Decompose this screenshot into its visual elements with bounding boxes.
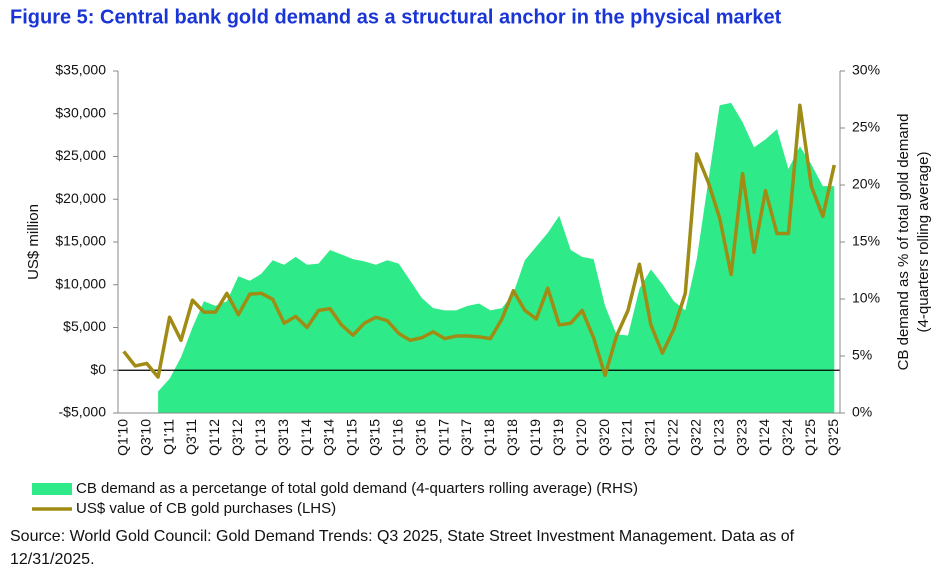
x-tick-label: Q3'22 xyxy=(687,419,703,456)
y2-tick-label: 5% xyxy=(852,347,872,363)
line xyxy=(122,103,836,379)
x-tick-label: Q3'12 xyxy=(229,419,245,456)
x-tick-label: Q1'18 xyxy=(481,419,497,456)
x-tick-label: Q1'24 xyxy=(756,419,772,456)
x-tick-label: Q3'24 xyxy=(779,419,795,456)
x-tick-label: Q1'21 xyxy=(619,419,635,456)
y-tick-label: $20,000 xyxy=(55,190,106,206)
y2-tick-label: 25% xyxy=(852,119,880,135)
x-tick-label: Q3'25 xyxy=(825,419,841,456)
x-tick-label: Q1'17 xyxy=(435,419,451,456)
y-axis-label: US$ million xyxy=(25,204,42,280)
chart-title: Figure 5: Central bank gold demand as a … xyxy=(10,6,782,28)
x-tick-label: Q1'14 xyxy=(298,419,314,456)
x-tick-label: Q3'23 xyxy=(733,419,749,456)
legend-label: CB demand as a percetange of total gold … xyxy=(76,480,638,497)
x-tick-label: Q1'15 xyxy=(344,419,360,456)
x-tick-label: Q3'21 xyxy=(642,419,658,456)
legend-swatch xyxy=(32,483,72,495)
x-tick-label: Q1'13 xyxy=(252,419,268,456)
x-tick-label: Q1'12 xyxy=(206,419,222,456)
x-tick-label: Q1'11 xyxy=(160,419,176,455)
y2-axis-label: (4-quarters rolling average) xyxy=(915,152,932,333)
legend-label: US$ value of CB gold purchases (LHS) xyxy=(76,500,336,517)
y-tick-label: $15,000 xyxy=(55,233,106,249)
y2-tick-label: 15% xyxy=(852,233,880,249)
area xyxy=(158,102,835,414)
y2-tick-label: 20% xyxy=(852,176,880,192)
y2-axis-label: CB demand as % of total gold demand xyxy=(895,114,912,371)
y2-tick-label: 10% xyxy=(852,290,880,306)
x-tick-label: Q1'10 xyxy=(114,419,130,456)
x-tick-label: Q3'19 xyxy=(550,419,566,456)
y2-tick-label: 0% xyxy=(852,404,872,420)
y-tick-label: $5,000 xyxy=(63,318,106,334)
x-tick-label: Q1'23 xyxy=(710,419,726,456)
source-note: Source: World Gold Council: Gold Demand … xyxy=(10,528,795,568)
x-tick-label: Q3'11 xyxy=(183,419,199,455)
x-tick-label: Q1'20 xyxy=(573,419,589,456)
y-tick-label: $25,000 xyxy=(55,147,106,163)
x-tick-label: Q3'13 xyxy=(275,419,291,456)
x-tick-label: Q3'15 xyxy=(367,419,383,456)
y-tick-label: $30,000 xyxy=(55,104,106,120)
x-tick-label: Q1'16 xyxy=(389,419,405,456)
x-tick-label: Q3'16 xyxy=(412,419,428,456)
y-tick-label: -$5,000 xyxy=(59,404,107,420)
x-tick-label: Q3'20 xyxy=(596,419,612,456)
x-tick-label: Q1'25 xyxy=(802,419,818,456)
y-tick-label: $0 xyxy=(90,361,106,377)
x-tick-label: Q3'18 xyxy=(504,419,520,456)
x-tick-label: Q3'10 xyxy=(137,419,153,456)
x-tick-label: Q1'22 xyxy=(665,419,681,456)
x-tick-label: Q1'19 xyxy=(527,419,543,456)
y2-tick-label: 30% xyxy=(852,62,880,78)
y-tick-label: $10,000 xyxy=(55,275,106,291)
x-tick-label: Q3'14 xyxy=(321,419,337,456)
y-tick-label: $35,000 xyxy=(55,62,106,78)
chart: Figure 5: Central bank gold demand as a … xyxy=(10,6,932,517)
x-tick-label: Q3'17 xyxy=(458,419,474,456)
